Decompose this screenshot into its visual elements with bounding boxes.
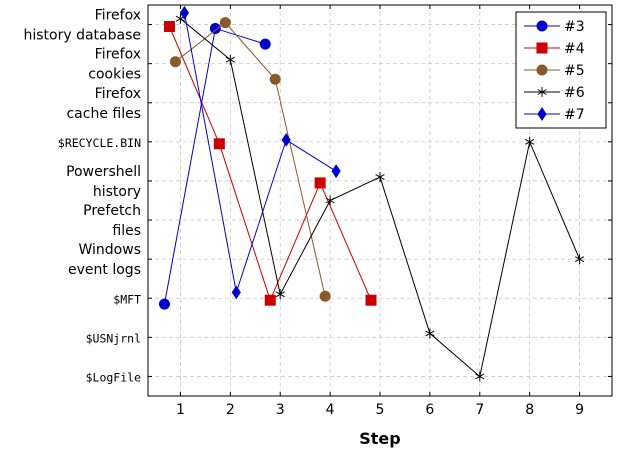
x-tick-label: 4	[326, 402, 335, 418]
series-layer	[158, 5, 585, 382]
y-axis: $LogFile $USNjrnl $MFT Windows event logsPre…	[23, 8, 612, 384]
series-line	[183, 12, 337, 293]
data-point	[231, 285, 241, 300]
data-point	[259, 38, 271, 50]
data-point	[331, 164, 341, 179]
series-line	[175, 21, 326, 297]
y-tick-label: $MFT	[113, 292, 141, 306]
data-point	[158, 298, 170, 310]
y-tick-label: Firefox cache files	[66, 86, 141, 122]
series-2	[163, 21, 377, 306]
data-point	[325, 195, 335, 206]
legend-entry: #6	[524, 85, 585, 101]
y-tick-label: Firefox cookies	[88, 47, 141, 83]
series-line	[163, 27, 266, 305]
data-point	[365, 294, 377, 306]
y-tick-label: Firefox history database	[23, 8, 141, 44]
x-tick-label: 5	[376, 402, 385, 418]
x-tick-label: 9	[575, 402, 584, 418]
data-point	[269, 73, 281, 85]
y-tick-label: Windows event logs	[68, 242, 141, 278]
legend-entry: #7	[524, 107, 585, 123]
data-point	[225, 54, 235, 65]
data-point	[163, 21, 175, 33]
data-point	[209, 22, 221, 34]
legend: #3 #4 #5 #6 #7	[515, 11, 607, 129]
y-tick-label: Prefetch files	[83, 203, 141, 239]
data-point	[475, 371, 485, 382]
y-tick-label: Powershell history	[66, 164, 141, 200]
x-tick-label: 1	[176, 402, 185, 418]
data-point	[536, 64, 548, 76]
x-tick-label: 8	[525, 402, 534, 418]
legend-label: #5	[564, 63, 585, 79]
data-point	[425, 328, 435, 339]
data-point	[219, 17, 231, 29]
x-tick-label: 6	[425, 402, 434, 418]
legend-label: #4	[564, 41, 585, 57]
y-tick-label: $LogFile	[86, 370, 141, 384]
series-1	[158, 22, 271, 310]
data-point	[179, 5, 190, 20]
data-point	[537, 87, 547, 97]
series-5	[179, 5, 341, 300]
data-point	[275, 289, 285, 300]
data-point	[525, 136, 535, 147]
series-3	[169, 17, 331, 302]
data-point	[319, 290, 331, 302]
data-point	[536, 20, 548, 32]
x-axis-label: Step	[359, 429, 400, 448]
x-axis: 1 2 3 4 5 6 7 8 9	[176, 5, 584, 418]
data-point	[574, 254, 585, 265]
x-tick-label: 7	[475, 402, 484, 418]
data-point	[537, 107, 547, 121]
data-point	[264, 294, 276, 306]
y-tick-label: $RECYCLE.BIN	[58, 136, 141, 150]
legend-label: #3	[564, 19, 585, 35]
data-point	[281, 132, 291, 147]
legend-entry: #3	[524, 19, 585, 35]
x-tick-label: 2	[226, 402, 235, 418]
legend-label: #7	[564, 107, 585, 123]
data-point	[213, 138, 225, 150]
data-point	[169, 56, 181, 68]
data-point	[314, 177, 326, 189]
legend-entry: #4	[524, 41, 585, 57]
x-tick-label: 3	[276, 402, 285, 418]
data-point	[536, 42, 548, 54]
y-tick-label: $USNjrnl	[86, 331, 141, 345]
legend-label: #6	[564, 85, 585, 101]
data-point	[375, 172, 385, 183]
legend-entry: #5	[524, 63, 585, 79]
